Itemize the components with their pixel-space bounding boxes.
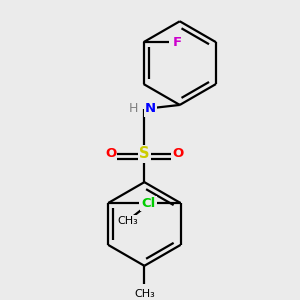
Text: O: O	[172, 148, 184, 160]
Text: CH₃: CH₃	[117, 216, 138, 226]
Text: O: O	[105, 148, 116, 160]
Text: O: O	[144, 196, 156, 210]
Text: Cl: Cl	[141, 196, 155, 210]
Text: H: H	[128, 103, 138, 116]
Text: CH₃: CH₃	[134, 289, 155, 299]
Text: F: F	[173, 36, 182, 49]
Text: N: N	[145, 103, 156, 116]
Text: S: S	[139, 146, 150, 161]
